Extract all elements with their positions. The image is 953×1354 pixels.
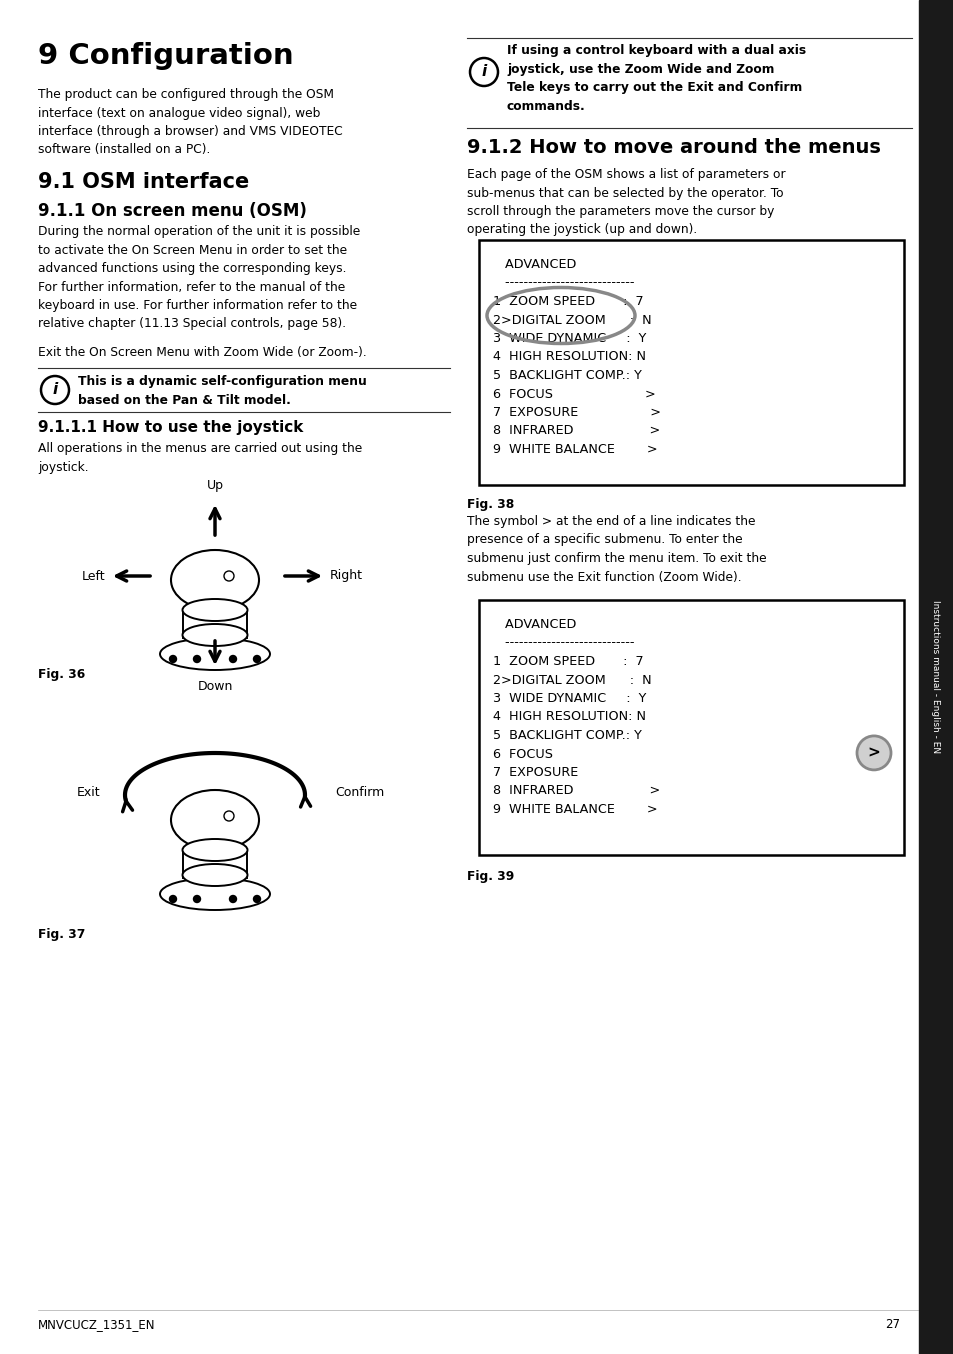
Text: This is a dynamic self-configuration menu
based on the Pan & Tilt model.: This is a dynamic self-configuration men…: [78, 375, 366, 406]
Text: 4  HIGH RESOLUTION: N: 4 HIGH RESOLUTION: N: [493, 711, 645, 723]
Text: Exit the On Screen Menu with Zoom Wide (or Zoom-).: Exit the On Screen Menu with Zoom Wide (…: [38, 347, 366, 359]
Ellipse shape: [171, 550, 258, 611]
Text: 9.1.1.1 How to use the joystick: 9.1.1.1 How to use the joystick: [38, 420, 303, 435]
Text: 9 Configuration: 9 Configuration: [38, 42, 294, 70]
Text: All operations in the menus are carried out using the
joystick.: All operations in the menus are carried …: [38, 441, 362, 474]
Text: 1  ZOOM SPEED       :  7: 1 ZOOM SPEED : 7: [493, 655, 643, 668]
Text: Each page of the OSM shows a list of parameters or
sub-menus that can be selecte: Each page of the OSM shows a list of par…: [467, 168, 785, 237]
Ellipse shape: [160, 638, 270, 670]
Text: Left: Left: [81, 570, 105, 582]
Text: The symbol > at the end of a line indicates the
presence of a specific submenu. : The symbol > at the end of a line indica…: [467, 515, 766, 584]
Text: 3  WIDE DYNAMIC     :  Y: 3 WIDE DYNAMIC : Y: [493, 332, 646, 345]
Bar: [918, 0, 953, 1354]
Text: >: >: [866, 746, 880, 761]
Circle shape: [170, 655, 176, 662]
Text: 2>DIGITAL ZOOM      :  N: 2>DIGITAL ZOOM : N: [493, 314, 651, 326]
Text: Fig. 38: Fig. 38: [467, 498, 514, 510]
Text: 6  FOCUS                       >: 6 FOCUS >: [493, 387, 655, 401]
Ellipse shape: [160, 877, 270, 910]
Text: Fig. 36: Fig. 36: [38, 668, 85, 681]
Text: 27: 27: [884, 1317, 899, 1331]
Text: 9  WHITE BALANCE        >: 9 WHITE BALANCE >: [493, 803, 657, 816]
Text: 8  INFRARED                   >: 8 INFRARED >: [493, 784, 659, 798]
Circle shape: [253, 655, 260, 662]
Text: ----------------------------: ----------------------------: [493, 636, 634, 650]
Text: 7  EXPOSURE: 7 EXPOSURE: [493, 766, 578, 779]
Text: 8  INFRARED                   >: 8 INFRARED >: [493, 425, 659, 437]
Text: 7  EXPOSURE                  >: 7 EXPOSURE >: [493, 406, 660, 418]
Ellipse shape: [182, 864, 247, 886]
Text: 9  WHITE BALANCE        >: 9 WHITE BALANCE >: [493, 443, 657, 456]
Text: Up: Up: [206, 479, 223, 492]
Text: Fig. 39: Fig. 39: [467, 871, 514, 883]
Text: Right: Right: [330, 570, 363, 582]
Bar: [478, 240, 903, 485]
Text: i: i: [52, 382, 57, 398]
Text: 6  FOCUS: 6 FOCUS: [493, 747, 553, 761]
Text: 9.1.2 How to move around the menus: 9.1.2 How to move around the menus: [467, 138, 880, 157]
Circle shape: [253, 895, 260, 903]
Text: Confirm: Confirm: [335, 785, 384, 799]
Bar: [478, 600, 903, 854]
Ellipse shape: [182, 598, 247, 621]
Circle shape: [193, 895, 200, 903]
Ellipse shape: [182, 624, 247, 646]
Text: Fig. 37: Fig. 37: [38, 927, 85, 941]
Text: 9.1 OSM interface: 9.1 OSM interface: [38, 172, 249, 192]
Ellipse shape: [182, 839, 247, 861]
Text: i: i: [481, 65, 486, 80]
Text: ADVANCED: ADVANCED: [493, 259, 576, 271]
Text: During the normal operation of the unit it is possible
to activate the On Screen: During the normal operation of the unit …: [38, 225, 360, 330]
Text: Instructions manual - English - EN: Instructions manual - English - EN: [930, 600, 940, 754]
Text: MNVCUCZ_1351_EN: MNVCUCZ_1351_EN: [38, 1317, 155, 1331]
Text: 9.1.1 On screen menu (OSM): 9.1.1 On screen menu (OSM): [38, 202, 307, 219]
Text: ADVANCED: ADVANCED: [493, 617, 576, 631]
Circle shape: [230, 655, 236, 662]
Ellipse shape: [171, 789, 258, 850]
Text: The product can be configured through the OSM
interface (text on analogue video : The product can be configured through th…: [38, 88, 342, 157]
Text: 4  HIGH RESOLUTION: N: 4 HIGH RESOLUTION: N: [493, 351, 645, 363]
Text: Exit: Exit: [76, 785, 100, 799]
Text: If using a control keyboard with a dual axis
joystick, use the Zoom Wide and Zoo: If using a control keyboard with a dual …: [506, 43, 805, 112]
Text: ----------------------------: ----------------------------: [493, 276, 634, 290]
Text: 2>DIGITAL ZOOM      :  N: 2>DIGITAL ZOOM : N: [493, 673, 651, 686]
Text: 5  BACKLIGHT COMP.: Y: 5 BACKLIGHT COMP.: Y: [493, 728, 641, 742]
Text: 1  ZOOM SPEED       :  7: 1 ZOOM SPEED : 7: [493, 295, 643, 307]
Text: Down: Down: [197, 680, 233, 693]
Circle shape: [170, 895, 176, 903]
Circle shape: [230, 895, 236, 903]
Text: 3  WIDE DYNAMIC     :  Y: 3 WIDE DYNAMIC : Y: [493, 692, 646, 705]
Circle shape: [856, 737, 890, 770]
Text: 5  BACKLIGHT COMP.: Y: 5 BACKLIGHT COMP.: Y: [493, 370, 641, 382]
Circle shape: [193, 655, 200, 662]
